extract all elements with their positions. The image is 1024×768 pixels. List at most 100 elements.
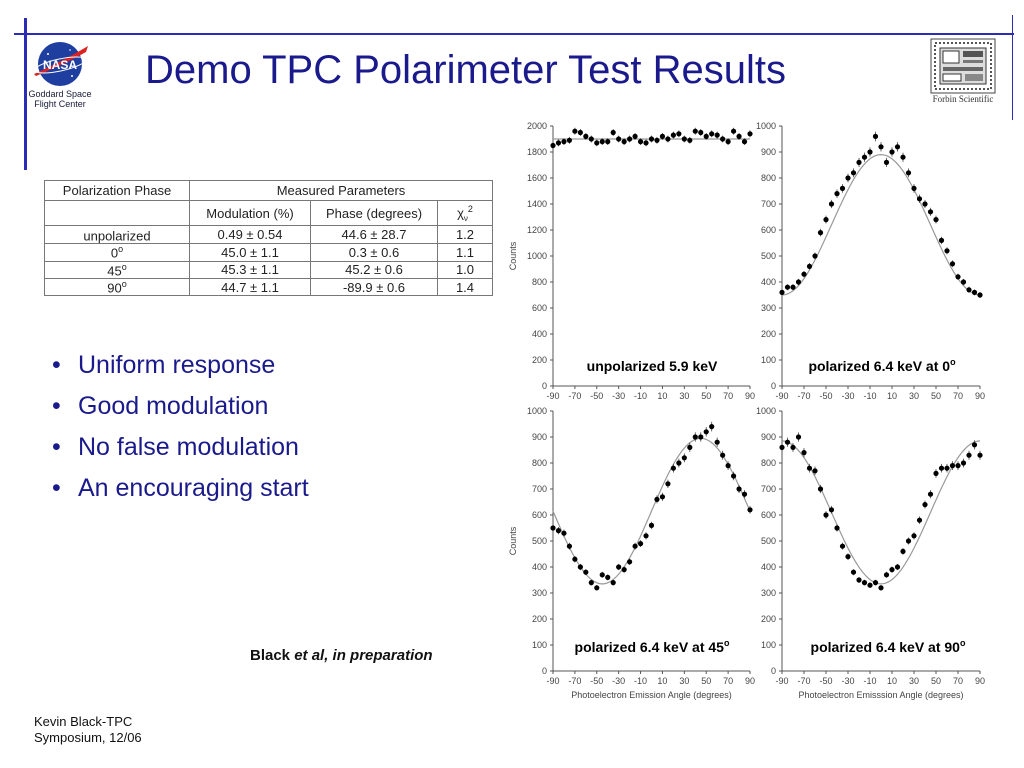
data-point: [839, 543, 846, 549]
x-tick-label: -10: [634, 676, 647, 686]
footer-line1: Kevin Black-TPC: [34, 714, 133, 729]
data-point: [687, 444, 693, 450]
data-point: [555, 140, 562, 146]
header-rule: [14, 33, 1014, 35]
data-point: [665, 136, 671, 142]
data-point: [823, 512, 829, 518]
data-point: [583, 133, 589, 139]
data-point: [916, 517, 923, 523]
data-point: [654, 137, 660, 143]
y-tick-label: 300: [761, 588, 776, 598]
y-tick-label: 800: [532, 458, 547, 468]
data-point: [692, 434, 698, 440]
y-tick-label: 1000: [527, 406, 547, 416]
left-accent-bar: [24, 18, 27, 170]
y-tick-label: 200: [761, 614, 776, 624]
data-point: [927, 209, 934, 215]
forbin-caption: Forbin Scientific: [932, 94, 994, 104]
data-point: [605, 574, 611, 581]
data-point: [736, 486, 742, 492]
row-chi2: 1.0: [437, 260, 493, 279]
data-point: [621, 567, 627, 573]
data-point: [555, 528, 562, 534]
x-tick-label: -50: [819, 676, 832, 686]
data-point: [566, 137, 573, 143]
data-point: [703, 429, 709, 435]
bullet-list: • Uniform response • Good modulation • No f…: [52, 348, 309, 512]
y-tick-label: 0: [542, 381, 547, 391]
data-point: [949, 463, 956, 469]
data-point: [599, 572, 605, 578]
data-point: [867, 149, 873, 155]
data-point: [806, 465, 813, 471]
data-point: [572, 128, 578, 134]
data-point: [594, 140, 600, 146]
data-point: [790, 444, 796, 450]
y-axis-title: Counts: [508, 526, 518, 555]
y-tick-label: 200: [761, 329, 776, 339]
y-tick-label: 100: [761, 355, 776, 365]
data-point: [828, 507, 835, 513]
bullet-dot: •: [52, 433, 61, 461]
table-subheader-chi2: χν2: [437, 200, 493, 226]
data-point: [867, 582, 873, 588]
data-point: [938, 237, 945, 243]
data-point: [900, 154, 906, 160]
data-point: [971, 442, 978, 448]
forbin-logo: [930, 38, 996, 94]
x-tick-label: 90: [745, 391, 755, 401]
x-tick-label: 10: [887, 391, 897, 401]
y-tick-label: 500: [761, 251, 776, 261]
data-point: [698, 434, 704, 440]
data-point: [550, 142, 556, 149]
data-point: [659, 133, 666, 139]
data-point: [977, 292, 983, 298]
x-tick-label: 70: [953, 391, 963, 401]
panel-label: polarized 6.4 keV at 0o: [808, 357, 956, 374]
data-point: [599, 139, 605, 145]
y-tick-label: 1200: [527, 225, 547, 235]
data-point: [692, 128, 698, 134]
data-point: [681, 136, 687, 142]
bullet-dot: •: [52, 351, 61, 379]
x-tick-label: -70: [568, 391, 581, 401]
x-tick-label: 90: [975, 676, 985, 686]
table-row: unpolarized 0.49 ± 0.54 44.6 ± 28.7 1.2: [44, 224, 493, 245]
x-tick-label: -70: [568, 676, 581, 686]
data-point: [806, 263, 813, 269]
row-label: 0o: [44, 243, 190, 262]
y-tick-label: 1400: [527, 199, 547, 209]
y-tick-label: 900: [761, 147, 776, 157]
y-tick-label: 2000: [527, 121, 547, 131]
x-tick-label: -90: [775, 676, 788, 686]
y-tick-label: 1600: [527, 173, 547, 183]
data-point: [795, 434, 802, 440]
row-chi2: 1.4: [437, 277, 493, 297]
data-point: [572, 556, 578, 562]
data-point: [955, 463, 961, 469]
x-axis-title: Photoelectron Emisssion Angle (degrees): [798, 690, 963, 700]
data-point: [889, 567, 895, 573]
data-point: [670, 465, 676, 471]
nasa-caption-line1: Goddard Space: [28, 89, 92, 99]
fit-curve: [781, 440, 981, 585]
data-point: [960, 279, 967, 285]
row-label: 45o: [44, 260, 190, 279]
data-point: [665, 481, 671, 487]
panel-label-superscript: o: [960, 638, 966, 648]
x-tick-label: 30: [909, 676, 919, 686]
data-point: [878, 144, 884, 150]
data-point: [856, 577, 862, 583]
chi-symbol: χ: [457, 204, 464, 220]
y-tick-label: 300: [532, 588, 547, 598]
x-tick-label: 50: [931, 391, 941, 401]
y-tick-label: 1800: [527, 147, 547, 157]
y-tick-label: 400: [532, 562, 547, 572]
table-subheader-phase: Phase (degrees): [310, 200, 438, 226]
data-point: [632, 543, 638, 549]
data-point: [637, 139, 644, 145]
data-point: [632, 133, 638, 139]
data-point: [709, 424, 715, 430]
table-row: 0o 45.0 ± 1.1 0.3 ± 0.6 1.1: [44, 243, 493, 262]
data-point: [966, 452, 972, 458]
